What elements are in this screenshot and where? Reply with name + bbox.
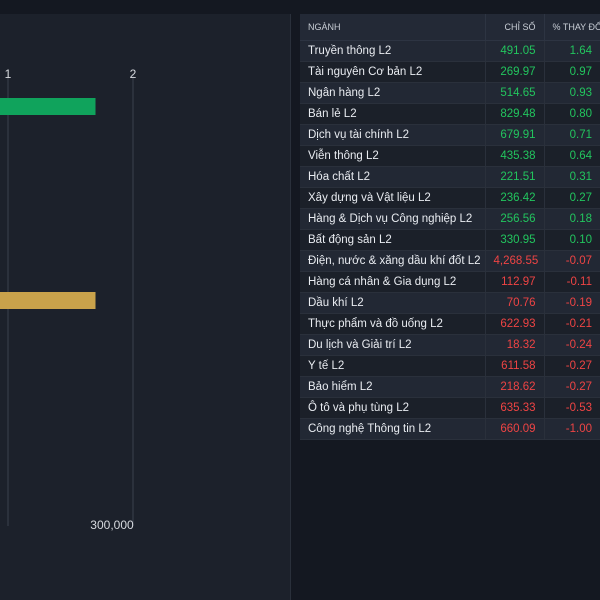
change-value-cell: 1.64 — [543, 40, 600, 62]
header-sector[interactable]: NGÀNH — [300, 14, 485, 41]
table-row[interactable]: Du lịch và Giải trí L2 18.32 -0.24 — [300, 334, 600, 356]
sector-name-cell: Công nghệ Thông tin L2 — [300, 418, 485, 440]
sector-name-cell: Ngân hàng L2 — [300, 82, 485, 104]
sector-name-cell: Thực phẩm và đồ uống L2 — [300, 313, 485, 335]
table-row[interactable]: Bán lẻ L2 829.48 0.80 — [300, 103, 600, 125]
header-change[interactable]: % THAY ĐỔI — [543, 14, 600, 41]
index-value-cell: 221.51 — [484, 166, 544, 188]
change-value-cell: -0.27 — [543, 355, 600, 377]
change-value-cell: -0.07 — [543, 250, 600, 272]
axis-tick-top-2: 2 — [130, 67, 137, 81]
sector-name-cell: Dầu khí L2 — [300, 292, 485, 314]
table-row[interactable]: Điện, nước & xăng dầu khí đốt L2 4,268.55… — [300, 250, 600, 272]
change-value-cell: 0.97 — [543, 61, 600, 83]
sector-name-cell: Bán lẻ L2 — [300, 103, 485, 125]
change-value-cell: 0.93 — [543, 82, 600, 104]
index-value-cell: 622.93 — [484, 313, 544, 335]
sector-name-cell: Hàng cá nhân & Gia dụng L2 — [300, 271, 485, 293]
sector-name-cell: Truyền thông L2 — [300, 40, 485, 62]
table-row[interactable]: Tài nguyên Cơ bản L2 269.97 0.97 — [300, 61, 600, 83]
header-index[interactable]: CHỈ SỐ — [484, 14, 544, 41]
index-value-cell: 330.95 — [484, 229, 544, 251]
sector-name-cell: Viễn thông L2 — [300, 145, 485, 167]
table-row[interactable]: Viễn thông L2 435.38 0.64 — [300, 145, 600, 167]
index-value-cell: 611.58 — [484, 355, 544, 377]
sector-name-cell: Ô tô và phụ tùng L2 — [300, 397, 485, 419]
table-row[interactable]: Công nghệ Thông tin L2 660.09 -1.00 — [300, 418, 600, 440]
change-value-cell: 0.71 — [543, 124, 600, 146]
table-row[interactable]: Ngân hàng L2 514.65 0.93 — [300, 82, 600, 104]
index-value-cell: 829.48 — [484, 103, 544, 125]
change-value-cell: -0.19 — [543, 292, 600, 314]
table-header-row: NGÀNH CHỈ SỐ % THAY ĐỔI — [300, 14, 600, 41]
index-value-cell: 679.91 — [484, 124, 544, 146]
sector-name-cell: Hàng & Dịch vụ Công nghiệp L2 — [300, 208, 485, 230]
change-value-cell: 0.27 — [543, 187, 600, 209]
change-value-cell: -0.27 — [543, 376, 600, 398]
table-row[interactable]: Y tế L2 611.58 -0.27 — [300, 355, 600, 377]
index-value-cell: 514.65 — [484, 82, 544, 104]
index-value-cell: 4,268.55 — [484, 250, 544, 272]
table-row[interactable]: Bất động sản L2 330.95 0.10 — [300, 229, 600, 251]
change-value-cell: -0.24 — [543, 334, 600, 356]
sector-name-cell: Tài nguyên Cơ bản L2 — [300, 61, 485, 83]
sector-name-cell: Điện, nước & xăng dầu khí đốt L2 — [300, 250, 485, 272]
index-value-cell: 218.62 — [484, 376, 544, 398]
index-value-cell: 491.05 — [484, 40, 544, 62]
table-row[interactable]: Bảo hiểm L2 218.62 -0.27 — [300, 376, 600, 398]
table-row[interactable]: Truyền thông L2 491.05 1.64 — [300, 40, 600, 62]
sector-name-cell: Bất động sản L2 — [300, 229, 485, 251]
sector-name-cell: Dịch vụ tài chính L2 — [300, 124, 485, 146]
table-row[interactable]: Ô tô và phụ tùng L2 635.33 -0.53 — [300, 397, 600, 419]
table-body: Truyền thông L2 491.05 1.64 Tài nguyên Cơ b… — [300, 40, 600, 440]
table-row[interactable]: Xây dựng và Vật liệu L2 236.42 0.27 — [300, 187, 600, 209]
change-value-cell: 0.10 — [543, 229, 600, 251]
sector-name-cell: Du lịch và Giải trí L2 — [300, 334, 485, 356]
bars-group — [0, 98, 96, 309]
axis-tick-top-1: 1 — [5, 67, 12, 81]
index-value-cell: 112.97 — [484, 271, 544, 293]
sector-index-table-panel: NGÀNH CHỈ SỐ % THAY ĐỔI Truyền thông L2 4… — [300, 14, 600, 440]
sector-name-cell: Xây dựng và Vật liệu L2 — [300, 187, 485, 209]
sector-name-cell: Hóa chất L2 — [300, 166, 485, 188]
sector-name-cell: Y tế L2 — [300, 355, 485, 377]
change-value-cell: -0.53 — [543, 397, 600, 419]
axis-tick-bottom: 300,000 — [90, 518, 134, 532]
index-value-cell: 635.33 — [484, 397, 544, 419]
index-value-cell: 236.42 — [484, 187, 544, 209]
change-value-cell: -0.21 — [543, 313, 600, 335]
table-row[interactable]: Thực phẩm và đồ uống L2 622.93 -0.21 — [300, 313, 600, 335]
change-value-cell: -0.11 — [543, 271, 600, 293]
index-value-cell: 435.38 — [484, 145, 544, 167]
change-value-cell: 0.64 — [543, 145, 600, 167]
table-row[interactable]: Dầu khí L2 70.76 -0.19 — [300, 292, 600, 314]
index-value-cell: 660.09 — [484, 418, 544, 440]
change-value-cell: 0.18 — [543, 208, 600, 230]
chart-bar-1[interactable] — [0, 98, 96, 115]
change-value-cell: 0.31 — [543, 166, 600, 188]
table-row[interactable]: Hóa chất L2 221.51 0.31 — [300, 166, 600, 188]
sector-index-table: NGÀNH CHỈ SỐ % THAY ĐỔI Truyền thông L2 4… — [300, 14, 600, 440]
index-value-cell: 70.76 — [484, 292, 544, 314]
bar-chart: 1 2 300,000 — [0, 67, 137, 532]
sector-bar-chart-panel: 1 2 300,000 — [0, 14, 291, 600]
table-row[interactable]: Dịch vụ tài chính L2 679.91 0.71 — [300, 124, 600, 146]
sector-name-cell: Bảo hiểm L2 — [300, 376, 485, 398]
chart-bar-4[interactable] — [0, 292, 96, 309]
table-row[interactable]: Hàng cá nhân & Gia dụng L2 112.97 -0.11 — [300, 271, 600, 293]
index-value-cell: 269.97 — [484, 61, 544, 83]
change-value-cell: 0.80 — [543, 103, 600, 125]
table-row[interactable]: Hàng & Dịch vụ Công nghiệp L2 256.56 0.18 — [300, 208, 600, 230]
change-value-cell: -1.00 — [543, 418, 600, 440]
index-value-cell: 256.56 — [484, 208, 544, 230]
index-value-cell: 18.32 — [484, 334, 544, 356]
